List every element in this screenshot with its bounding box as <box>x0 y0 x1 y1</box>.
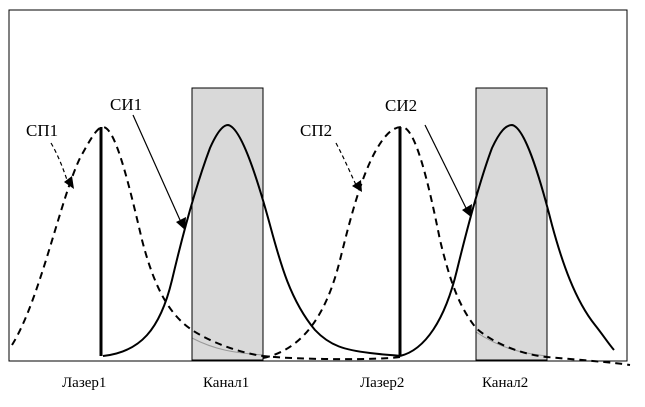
sp1-pointer <box>50 142 74 189</box>
channel2-window <box>475 87 548 361</box>
channel1-window <box>191 87 264 361</box>
laser2-label: Лазер2 <box>360 375 404 391</box>
excitation-spectrum-2 <box>262 125 631 366</box>
sp2-pointer <box>335 142 362 192</box>
channel2-label: Канал2 <box>482 375 528 391</box>
sp1-label: СП1 <box>26 121 58 140</box>
channel1-shade <box>192 88 263 360</box>
channel2-shade <box>476 88 547 360</box>
laser1-label: Лазер1 <box>62 375 106 391</box>
si1-pointer <box>132 114 186 230</box>
channel1-label: Канал1 <box>203 375 249 391</box>
si2-pointer <box>424 124 472 217</box>
plot-frame <box>8 9 628 362</box>
emission-spectrum-1 <box>102 123 401 357</box>
emission-spectrum-2 <box>399 123 615 357</box>
si1-label: СИ1 <box>110 95 142 114</box>
si2-label: СИ2 <box>385 96 417 115</box>
sp2-label: СП2 <box>300 121 332 140</box>
excitation-spectrum-1 <box>11 125 401 361</box>
